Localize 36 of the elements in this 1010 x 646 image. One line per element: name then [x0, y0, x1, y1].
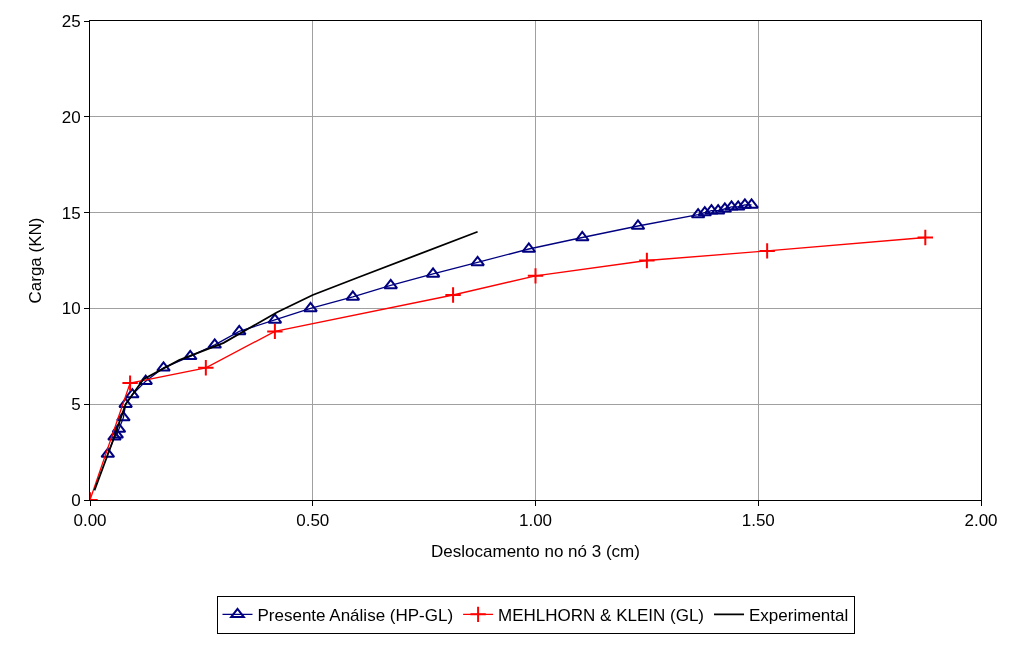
point — [744, 198, 759, 209]
x-tick-label: 0.00 — [73, 511, 107, 531]
point — [303, 301, 318, 313]
x-tick-label: 1.00 — [518, 511, 553, 531]
y-tick-label: 25 — [61, 11, 81, 31]
point — [116, 411, 131, 422]
point — [231, 324, 247, 336]
point — [182, 349, 198, 361]
point — [704, 204, 719, 215]
y-tick-label: 5 — [71, 395, 81, 415]
point — [724, 200, 739, 211]
point — [444, 286, 462, 304]
x-tick-label: 2.00 — [964, 511, 998, 531]
legend-label: MEHLHORN & KLEIN (GL) — [498, 605, 705, 625]
x-tick-label: 1.50 — [741, 511, 775, 531]
point — [638, 251, 656, 270]
y-axis-title: Carga (KN) — [26, 217, 46, 304]
line-series — [93, 230, 479, 492]
y-tick-label: 10 — [61, 299, 81, 319]
y-tick-label: 0 — [71, 490, 81, 510]
point — [916, 228, 935, 247]
point — [470, 255, 485, 267]
point — [121, 374, 139, 392]
legend-label: Presente Análise (HP-GL) — [257, 605, 454, 625]
point — [758, 242, 776, 260]
point — [156, 361, 171, 372]
point — [197, 359, 215, 377]
point — [118, 397, 133, 408]
point — [266, 322, 284, 341]
point — [383, 278, 399, 290]
y-tick-label: 20 — [61, 107, 81, 127]
point — [526, 267, 545, 285]
x-axis-title: Deslocamento no nó 3 (cm) — [431, 541, 640, 561]
x-tick-label: 0.50 — [296, 511, 330, 531]
legend-label: Experimental — [749, 605, 849, 625]
y-tick-label: 15 — [61, 203, 81, 223]
